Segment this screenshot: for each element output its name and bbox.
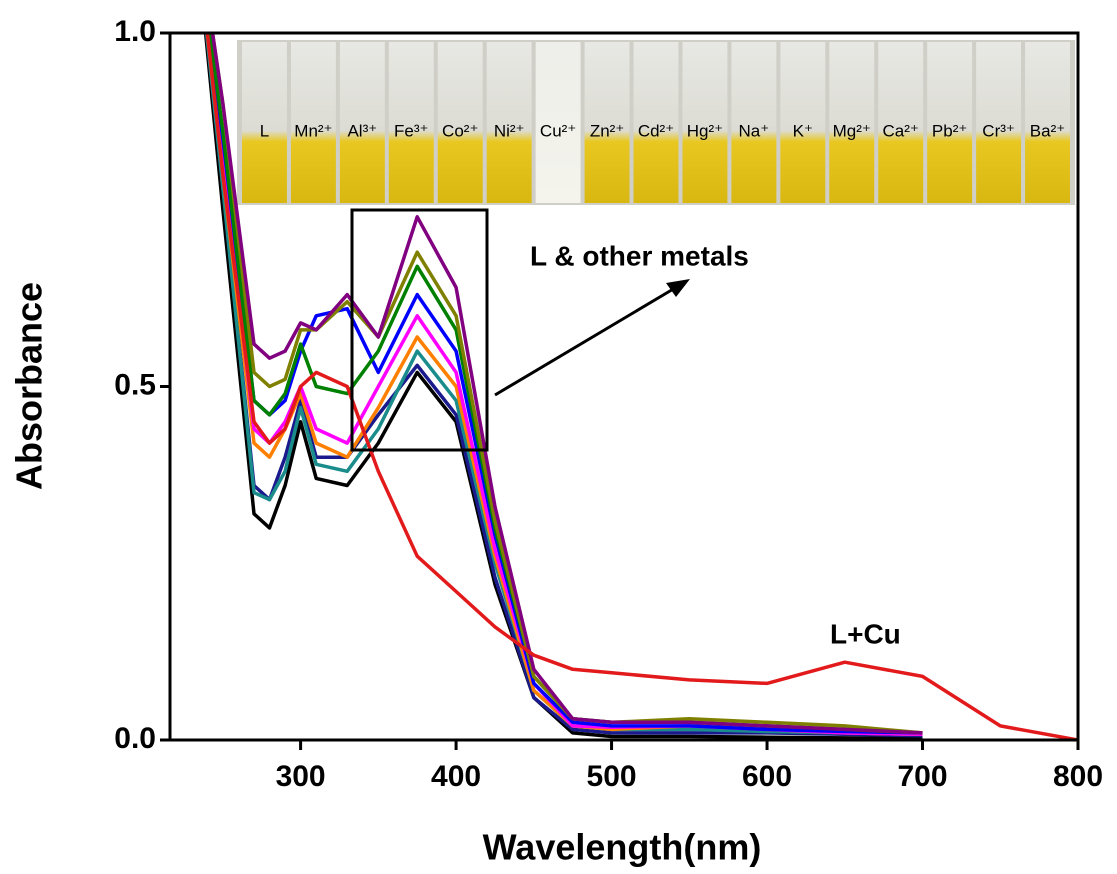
y-tick-label: 0.5 [114,368,156,401]
y-axis-title: Absorbance [9,282,50,490]
highlight-box [350,208,489,452]
x-tick-label: 700 [897,760,947,793]
spectrum-line [210,33,923,735]
x-tick-label: 800 [1053,760,1103,793]
vial [584,42,630,203]
inset-label: K⁺ [793,121,813,140]
inset-label: Ca²⁺ [883,121,919,140]
inset-label: Fe³⁺ [394,121,428,140]
vial [927,42,973,203]
inset-label: Hg²⁺ [687,121,723,140]
vial [976,42,1022,203]
inset-label: Al³⁺ [347,121,377,140]
inset-label: Cu²⁺ [540,121,576,140]
x-tick-label: 600 [742,760,792,793]
inset-label: Cd²⁺ [638,121,674,140]
vial [290,42,336,203]
x-tick-label: 300 [276,760,326,793]
vial [731,42,777,203]
vial [339,42,385,203]
inset-label: Pb²⁺ [932,121,967,140]
vial [633,42,679,203]
inset-label: Mg²⁺ [833,121,871,140]
vial [535,42,581,203]
inset-label: Zn²⁺ [590,121,624,140]
vial [242,42,287,203]
inset-label: Co²⁺ [442,121,478,140]
arrow-line [494,286,676,397]
inset-photo: L Mn²⁺ Al³⁺ Fe³⁺ Co²⁺ Ni²⁺ Cu²⁺ Zn²⁺ Cd²⁺ Hg²⁺ Na⁺… [237,40,1075,205]
arrow-head [666,279,690,297]
y-tick-label: 0.0 [114,722,156,755]
x-axis-title: Wavelength(nm) [483,827,762,868]
vial [682,42,728,203]
vial [1025,42,1070,203]
x-tick-label: 500 [587,760,637,793]
y-tick-label: 1.0 [114,15,156,48]
inset-label: L [260,121,269,140]
annotation: L & other metals [530,240,749,271]
inset-label: Cr³⁺ [982,121,1015,140]
inset-label: Ba²⁺ [1030,121,1065,140]
spectrum-line [210,33,923,735]
vial [829,42,875,203]
spectrum-line [203,33,923,740]
vial [780,42,826,203]
vial [388,42,434,203]
spectrum-line [205,33,1078,740]
spectrum-line [204,33,923,737]
x-tick-label: 400 [431,760,481,793]
annotation: L+Cu [830,618,901,649]
inset-label: Na⁺ [739,121,770,140]
plot-lines [203,33,1078,740]
vial [878,42,924,203]
inset-label: Ni²⁺ [494,121,525,140]
vial [437,42,483,203]
inset-label: Mn²⁺ [294,121,332,140]
vial [486,42,532,203]
